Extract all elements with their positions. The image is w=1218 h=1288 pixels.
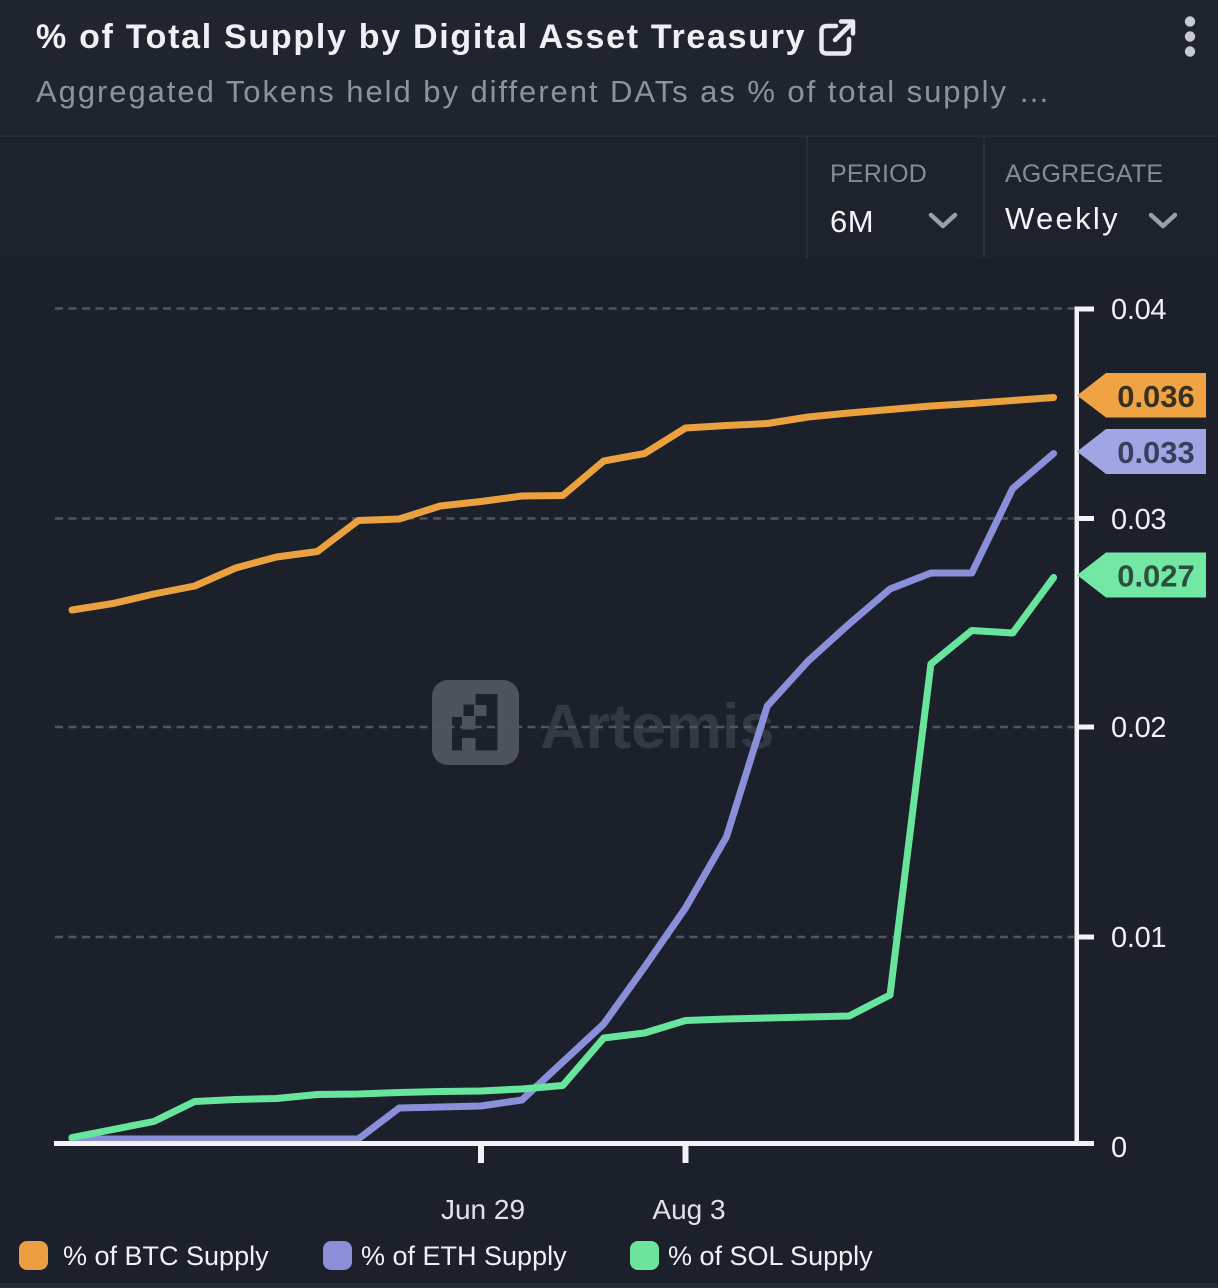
svg-text:0.033: 0.033 xyxy=(1117,435,1195,470)
svg-text:0.027: 0.027 xyxy=(1117,559,1195,594)
svg-text:0: 0 xyxy=(1111,1132,1127,1164)
svg-text:0.03: 0.03 xyxy=(1111,504,1166,536)
svg-text:0.01: 0.01 xyxy=(1111,922,1166,954)
svg-text:Aug 3: Aug 3 xyxy=(652,1194,725,1225)
svg-text:0.036: 0.036 xyxy=(1117,379,1195,414)
svg-text:Jun 29: Jun 29 xyxy=(441,1194,525,1225)
svg-text:0.02: 0.02 xyxy=(1111,712,1166,744)
svg-text:0.04: 0.04 xyxy=(1111,294,1166,326)
